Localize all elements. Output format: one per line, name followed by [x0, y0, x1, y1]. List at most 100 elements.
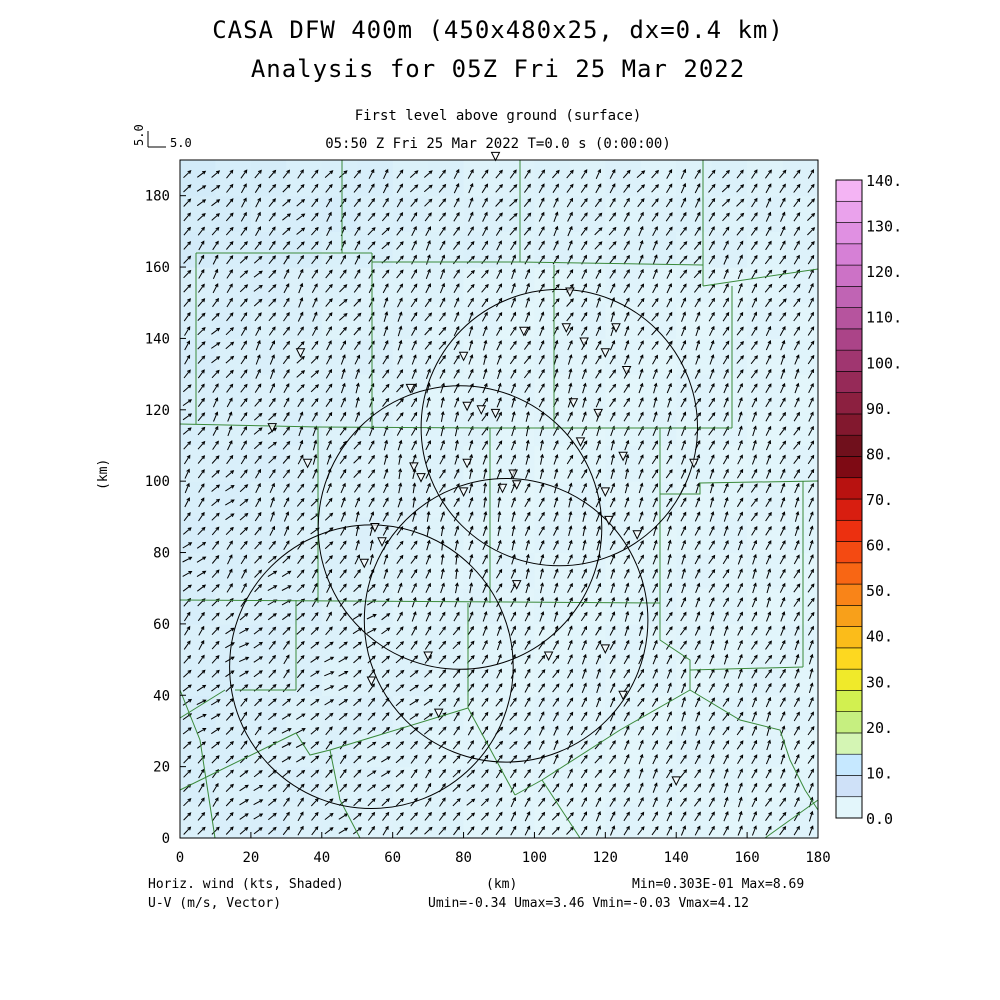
colorbar-label: 40.	[866, 628, 893, 646]
wind-vector-head	[724, 496, 729, 502]
wind-vector-head	[526, 568, 530, 573]
wind-vector	[211, 684, 220, 692]
wind-vector-head	[526, 169, 531, 174]
wind-vector-head	[626, 654, 630, 659]
wind-vector	[453, 469, 460, 479]
wind-vector	[695, 726, 700, 736]
wind-vector-head	[498, 797, 503, 802]
wind-vector-head	[286, 826, 291, 831]
wind-vector	[780, 769, 785, 779]
wind-vector	[182, 684, 192, 692]
wind-vector-head	[215, 312, 220, 317]
wind-vector	[453, 712, 460, 722]
wind-vector-head	[456, 826, 461, 831]
wind-vector	[793, 555, 800, 565]
wind-vector-head	[809, 639, 814, 644]
wind-vector-head	[372, 741, 377, 746]
wind-vector	[267, 813, 277, 821]
wind-vector	[580, 612, 588, 622]
wind-vector-head	[216, 327, 221, 332]
wind-vector	[751, 612, 757, 622]
wind-vector-head	[626, 782, 630, 787]
wind-vector-head	[414, 713, 419, 717]
speed-cell	[499, 374, 535, 411]
wind-vector	[254, 241, 262, 250]
wind-vector-head	[597, 439, 601, 444]
wind-vector	[793, 726, 800, 736]
wind-vector	[438, 726, 447, 735]
wind-vector-head	[711, 697, 715, 702]
wind-vector-head	[611, 497, 616, 502]
wind-vector	[410, 640, 418, 650]
wind-vector	[737, 654, 743, 665]
wind-vector-head	[256, 339, 261, 345]
wind-vector-head	[739, 768, 743, 773]
wind-vector	[239, 270, 248, 278]
wind-vector-head	[329, 170, 334, 175]
wind-vector-head	[569, 697, 574, 702]
wind-vector-head	[726, 198, 731, 203]
wind-vector-head	[201, 669, 206, 674]
wind-vector	[324, 541, 333, 550]
wind-vector	[793, 712, 800, 722]
wind-vector-head	[739, 497, 744, 502]
wind-vector-head	[229, 212, 234, 217]
wind-vector	[736, 326, 744, 336]
wind-vector-head	[640, 297, 645, 302]
wind-vector	[509, 169, 517, 179]
wind-vector-head	[724, 653, 729, 658]
wind-vector	[198, 640, 205, 650]
wind-vector-head	[640, 540, 644, 545]
wind-vector	[651, 327, 659, 336]
wind-vector-head	[384, 425, 389, 430]
wind-vector-head	[711, 725, 715, 730]
wind-vector	[211, 170, 220, 178]
wind-vector-head	[554, 339, 559, 345]
wind-vector	[197, 369, 205, 379]
speed-cell	[676, 623, 713, 661]
wind-vector	[681, 554, 686, 565]
colorbar-label: 10.	[866, 764, 893, 782]
wind-vector	[254, 383, 262, 393]
wind-vector-head	[668, 168, 673, 174]
wind-vector-head	[441, 582, 445, 587]
wind-vector	[425, 783, 432, 793]
wind-vector-head	[441, 797, 446, 802]
wind-vector	[793, 426, 801, 436]
wind-vector	[368, 312, 375, 322]
wind-vector	[510, 312, 516, 322]
x-tick-label: 140	[664, 850, 689, 866]
wind-vector	[511, 283, 516, 294]
wind-vector	[623, 812, 630, 822]
wind-vector	[338, 798, 348, 806]
wind-vector	[596, 697, 601, 708]
county-line	[541, 689, 691, 781]
wind-vector-head	[768, 240, 772, 245]
wind-vector-head	[667, 568, 672, 573]
wind-vector-head	[455, 368, 460, 374]
wind-vector	[254, 712, 262, 721]
wind-vector	[369, 426, 374, 437]
wind-vector	[553, 569, 559, 579]
wind-vector	[310, 641, 319, 649]
wind-vector	[282, 826, 290, 836]
wind-vector	[496, 626, 502, 636]
wind-vector-head	[258, 641, 263, 646]
wind-vector-head	[271, 469, 276, 474]
y-tick-label: 0	[162, 831, 170, 847]
wind-vector-head	[328, 568, 333, 574]
wind-vector	[596, 526, 601, 536]
wind-vector-head	[384, 482, 389, 488]
wind-vector	[780, 226, 786, 237]
wind-vector-head	[555, 797, 560, 802]
wind-vector	[751, 711, 757, 722]
wind-vector-head	[470, 754, 475, 759]
wind-vector	[183, 170, 192, 179]
wind-vector-head	[555, 254, 559, 259]
wind-vector	[240, 169, 248, 179]
wind-vector	[780, 212, 786, 222]
wind-vector	[440, 511, 445, 522]
wind-vector-head	[810, 354, 815, 359]
wind-vector-head	[725, 611, 729, 616]
wind-vector	[283, 298, 290, 308]
